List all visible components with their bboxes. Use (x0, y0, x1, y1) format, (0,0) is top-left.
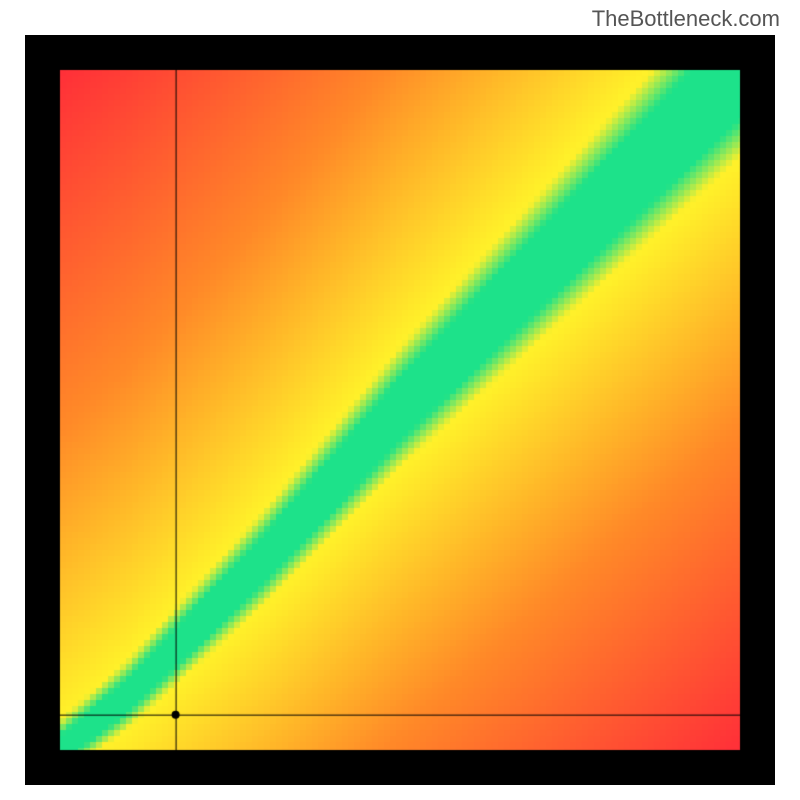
watermark-text: TheBottleneck.com (592, 6, 780, 32)
heatmap-plot (25, 35, 775, 785)
chart-container: TheBottleneck.com (0, 0, 800, 800)
heatmap-canvas (25, 35, 775, 785)
